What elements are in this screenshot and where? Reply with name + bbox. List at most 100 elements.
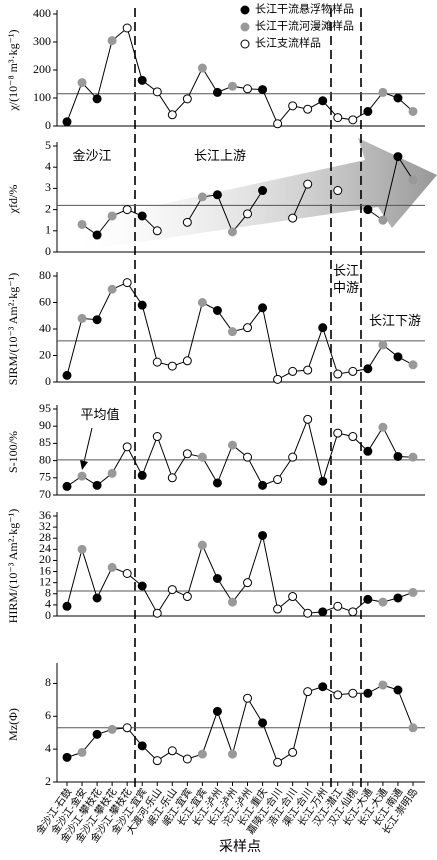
data-point [92,94,102,104]
data-point [227,440,237,450]
annotation: 长江上游 [194,148,246,163]
y-tick-label: 20 [39,552,51,566]
y-tick-label: 400 [33,6,51,20]
data-point [152,357,162,367]
y-tick-label: 8 [45,675,51,689]
data-point [92,230,102,240]
data-point [273,757,283,767]
data-point [92,480,102,490]
data-point [393,451,403,461]
data-point [393,93,403,103]
data-point [122,723,132,733]
data-point [243,209,253,219]
data-point [77,471,87,481]
data-point [62,370,72,380]
data-point [137,75,147,85]
data-point [182,356,192,366]
data-point [62,752,72,762]
y-tick-label: 70 [39,487,51,501]
data-point [167,746,177,756]
data-point [197,192,207,202]
y-tick-label: 28 [39,530,51,544]
data-point [92,729,102,739]
data-point [363,205,373,215]
data-point [393,593,403,603]
data-point [333,601,343,611]
data-point [333,369,343,379]
data-point [197,749,207,759]
data-point [333,428,343,438]
y-tick-label: 2 [45,774,51,788]
data-point [288,592,298,602]
data-point [122,569,132,578]
data-point [243,323,253,333]
annotation: 中游 [333,280,359,295]
legend-label: 长江干流悬浮物样品 [255,2,354,16]
data-point [243,693,253,703]
legend-marker [240,5,250,15]
y-tick-label: 80 [39,268,51,282]
data-point [273,604,283,614]
data-point [378,340,388,350]
y-tick-label: 0 [45,244,51,258]
data-point [167,585,177,595]
y-tick-label: 60 [39,294,51,308]
y-axis-title: HIRM/(10⁻³ Am²·kg⁻¹) [6,509,20,623]
data-point [378,215,388,225]
data-point [167,110,177,120]
y-tick-label: 0 [45,118,51,132]
data-point [77,544,87,554]
data-point [333,690,343,700]
data-point [107,724,117,734]
y-tick-label: 4 [45,741,51,755]
data-point [152,608,162,618]
y-tick-label: 24 [39,541,51,555]
data-point [62,481,72,491]
data-point [212,305,222,315]
data-point [273,475,283,485]
data-point [92,315,102,325]
y-tick-label: 3 [45,180,51,194]
data-point [62,117,72,127]
data-point [273,119,283,129]
y-tick-label: 6 [45,708,51,722]
data-point [107,562,117,572]
data-point [303,104,313,114]
y-tick-label: 32 [39,519,51,533]
data-point [273,374,283,384]
annotation: 金沙江 [72,148,111,163]
legend-label: 长江支流样品 [255,36,321,50]
legend-marker [240,22,250,32]
data-point [258,85,268,95]
data-point [197,452,207,462]
data-point [408,452,418,462]
data-point [122,442,132,452]
data-point [333,113,343,123]
data-point [243,84,253,94]
data-point [122,278,132,288]
data-point [122,205,132,215]
data-point [408,175,418,185]
data-point [92,593,102,603]
trend-arrow [80,138,437,250]
data-point [288,213,298,223]
data-point [288,747,298,757]
y-tick-label: 1 [45,223,51,237]
data-point [363,688,373,698]
y-tick-label: 90 [39,418,51,432]
y-axis-title: χ/(10⁻⁸ m³·kg⁻¹) [6,29,20,111]
data-point [137,211,147,221]
data-point [243,578,253,588]
data-point [408,587,418,597]
data-point [152,756,162,766]
y-tick-label: 20 [39,347,51,361]
data-point [137,300,147,310]
data-point [227,227,237,237]
data-point [107,36,117,46]
data-point [318,607,328,617]
data-point [77,219,87,229]
y-tick-label: 5 [45,138,51,152]
data-point [318,323,328,333]
data-point [258,303,268,313]
